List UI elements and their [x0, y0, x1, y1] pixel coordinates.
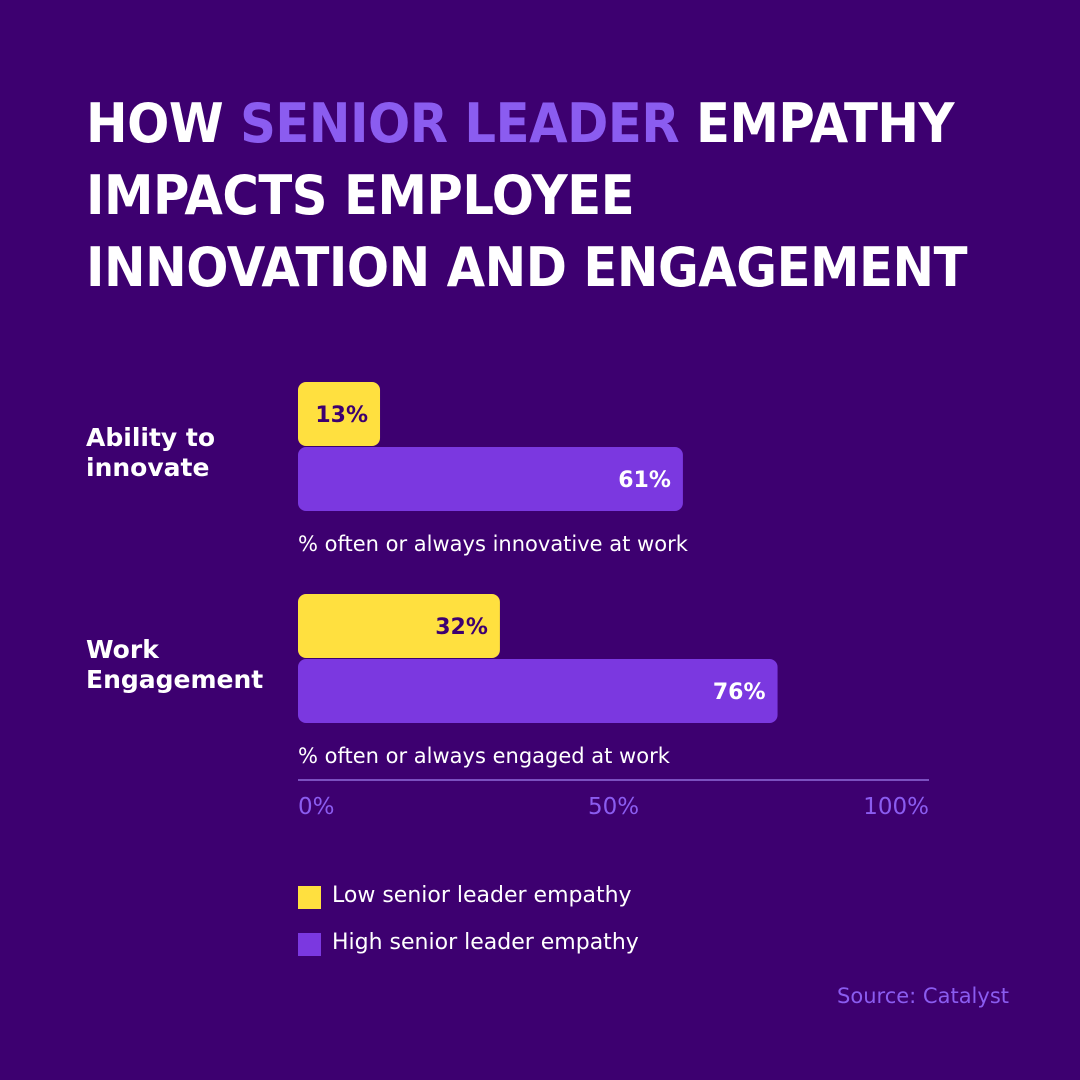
bar-high: [298, 659, 778, 723]
category-label: Engagement: [86, 665, 263, 694]
legend-label-low: Low senior leader empathy: [332, 883, 632, 908]
category-label: Ability to: [86, 423, 215, 452]
source-note: Source: Catalyst: [837, 984, 1009, 1008]
group-subtitle: % often or always innovative at work: [298, 532, 689, 556]
bar-value-label: 61%: [618, 468, 671, 493]
title-accent: SENIOR LEADER: [240, 92, 680, 155]
bar-value-label: 32%: [435, 615, 488, 640]
x-tick-label: 100%: [863, 794, 929, 820]
bar-value-label: 76%: [713, 680, 766, 705]
x-tick-label: 50%: [588, 794, 639, 820]
bar-low: [298, 594, 500, 658]
legend-swatch-high: [298, 933, 321, 956]
title-part-2: EMPATHY IMPACTS EMPLOYEE INNOVATION AND …: [86, 92, 968, 299]
bar-low: [298, 382, 381, 446]
chart-title: HOW SENIOR LEADER EMPATHY IMPACTS EMPLOY…: [86, 88, 969, 304]
category-label: innovate: [86, 453, 209, 482]
x-tick-label: 0%: [298, 794, 335, 820]
legend-label-high: High senior leader empathy: [332, 930, 639, 955]
legend-swatch-low: [298, 886, 321, 909]
bar-value-label: 13%: [315, 403, 368, 428]
category-label: Work: [86, 635, 160, 664]
bar-high: [298, 447, 683, 511]
group-subtitle: % often or always engaged at work: [298, 744, 671, 768]
title-part-1: HOW: [86, 92, 241, 155]
